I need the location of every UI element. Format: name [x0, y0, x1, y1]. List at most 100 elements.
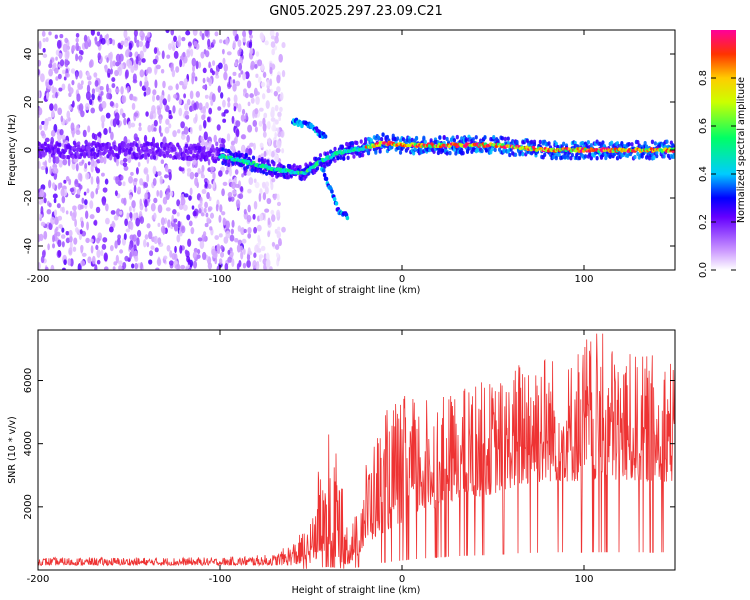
noise-cell	[207, 206, 213, 211]
colorbar-tick-label: 0.4	[698, 166, 709, 182]
noise-cell	[255, 96, 260, 105]
noise-cell	[252, 109, 256, 119]
noise-cell	[139, 216, 145, 224]
noise-cell	[100, 90, 104, 96]
noise-cell	[94, 79, 99, 88]
noise-cell	[143, 239, 147, 248]
noise-cell	[215, 74, 220, 79]
noise-cell	[152, 165, 157, 175]
track-cell	[340, 144, 344, 150]
noise-cell	[99, 85, 104, 91]
colorbar-gradient	[711, 30, 736, 270]
noise-cell	[144, 79, 149, 89]
track-cell	[142, 142, 146, 148]
noise-cell	[175, 66, 180, 73]
track-cell	[58, 142, 62, 147]
noise-cell	[271, 214, 276, 222]
noise-cell	[254, 108, 259, 115]
noise-cell	[139, 69, 145, 78]
track-cell	[257, 158, 261, 163]
track-cell	[333, 158, 337, 163]
noise-cell	[40, 130, 45, 137]
noise-cell	[157, 107, 162, 116]
noise-cell	[253, 200, 258, 210]
noise-cell	[172, 130, 177, 138]
spectrogram-x-label: Height of straight line (km)	[292, 285, 421, 296]
noise-cell	[84, 102, 90, 111]
noise-cell	[65, 231, 70, 236]
noise-cell	[238, 193, 244, 200]
noise-cell	[252, 213, 256, 220]
noise-cell	[174, 264, 180, 270]
noise-cell	[222, 181, 228, 187]
noise-cell	[218, 233, 223, 238]
noise-cell	[62, 267, 66, 270]
noise-cell	[258, 120, 263, 127]
noise-cell	[123, 233, 127, 241]
noise-cell	[38, 160, 41, 169]
noise-cell	[276, 86, 281, 93]
noise-cell	[239, 57, 243, 65]
track-cell	[464, 138, 468, 143]
noise-cell	[231, 258, 235, 268]
noise-cell	[38, 233, 41, 243]
noise-cell	[240, 227, 246, 236]
noise-cell	[80, 260, 86, 267]
noise-cell	[135, 217, 140, 227]
track-cell	[205, 156, 209, 162]
noise-cell	[67, 258, 72, 266]
track-cell	[135, 143, 139, 148]
noise-cell	[231, 181, 237, 190]
noise-cell	[90, 30, 95, 36]
noise-cell	[158, 116, 162, 125]
track-cell	[350, 141, 355, 146]
noise-cell	[254, 181, 260, 189]
track-cell	[476, 148, 480, 153]
noise-cell	[119, 249, 124, 254]
noise-cell	[83, 34, 88, 43]
noise-cell	[65, 59, 69, 65]
noise-cell	[208, 77, 213, 87]
noise-cell	[105, 203, 109, 212]
noise-cell	[123, 39, 129, 48]
track-cell	[85, 145, 90, 151]
noise-cell	[96, 259, 101, 265]
noise-cell	[203, 207, 207, 214]
noise-cell	[223, 236, 229, 244]
noise-cell	[262, 131, 267, 138]
track-cell	[333, 146, 337, 152]
noise-cell	[58, 87, 63, 92]
noise-cell	[146, 223, 151, 229]
noise-cell	[235, 80, 241, 87]
noise-cell	[253, 252, 257, 258]
noise-cell	[215, 141, 219, 147]
noise-cell	[156, 189, 160, 197]
track-cell	[145, 147, 149, 152]
noise-cell	[277, 111, 282, 118]
noise-cell	[169, 250, 173, 258]
noise-cell	[263, 150, 267, 157]
noise-cell	[107, 72, 111, 78]
noise-cell	[43, 197, 47, 204]
track-cell	[339, 155, 343, 160]
noise-cell	[247, 226, 252, 234]
noise-cell	[75, 53, 79, 62]
noise-cell	[48, 222, 53, 231]
noise-cell	[195, 91, 201, 98]
noise-cell	[66, 110, 71, 119]
noise-cell	[204, 181, 208, 189]
noise-cell	[89, 98, 93, 105]
noise-cell	[63, 259, 67, 266]
noise-cell	[183, 77, 188, 87]
noise-cell	[112, 118, 117, 128]
noise-cell	[117, 42, 122, 49]
noise-cell	[40, 166, 46, 171]
noise-cell	[61, 142, 65, 148]
noise-cell	[91, 255, 96, 265]
noise-cell	[103, 156, 107, 165]
track-cell	[104, 148, 109, 153]
noise-cell	[187, 41, 192, 47]
noise-cell	[173, 35, 177, 42]
track-cell	[200, 146, 205, 151]
noise-cell	[40, 206, 44, 215]
